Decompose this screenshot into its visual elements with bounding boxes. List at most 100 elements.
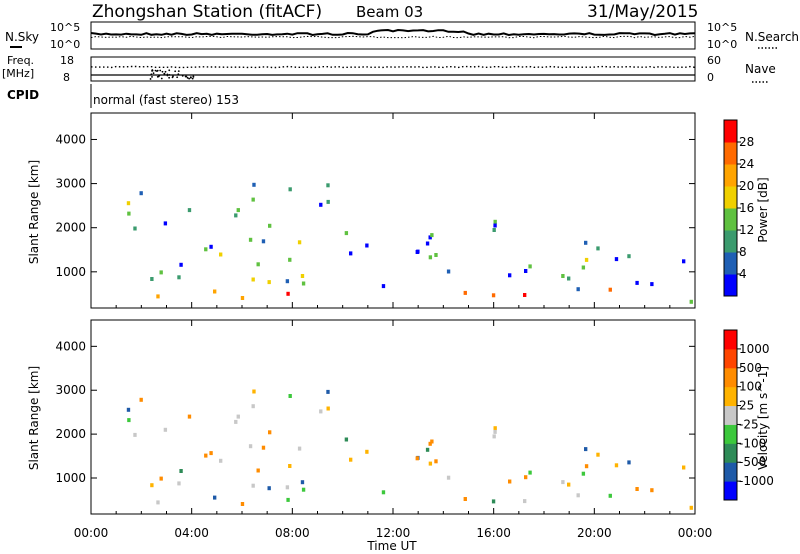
colorbar-swatch — [724, 481, 737, 501]
power-cell — [251, 197, 255, 202]
power-cell — [365, 243, 369, 248]
nave-drop-point — [176, 76, 179, 79]
velocity-panel-frame — [90, 319, 696, 515]
velocity-cell — [326, 406, 330, 411]
colorbar-swatch — [724, 405, 737, 425]
power-cell — [300, 274, 305, 278]
time-tick-label: 00:00 — [678, 526, 713, 540]
power-cell — [326, 199, 330, 204]
nave-drop-point — [168, 69, 171, 72]
colorbar-swatch — [724, 142, 737, 165]
range-tick-label: 3000 — [55, 383, 86, 397]
velocity-cell — [344, 437, 349, 442]
time-tick-label: 08:00 — [275, 526, 310, 540]
power-cell — [219, 252, 223, 257]
power-cell — [252, 182, 256, 187]
velocity-cell — [682, 465, 686, 470]
velocity-cell — [381, 490, 386, 495]
range-tick-label: 3000 — [55, 177, 86, 191]
power-cell — [126, 201, 131, 206]
power-cell — [627, 254, 631, 259]
nsearch-trace — [90, 35, 696, 39]
velocity-cell — [286, 497, 290, 502]
nave-drop-point — [168, 76, 171, 79]
nave-drop-point — [186, 76, 189, 79]
nave-drop-point — [188, 77, 191, 80]
nsky-label: N.Sky — [5, 30, 39, 44]
freq-tick-bottom: 8 — [63, 71, 70, 84]
velocity-cell — [576, 493, 580, 498]
power-cell — [159, 270, 163, 275]
velocity-cell — [425, 447, 430, 452]
colorbar-swatch — [724, 252, 737, 275]
power-cell — [650, 282, 654, 287]
colorbar-tick-label: 12 — [739, 223, 754, 237]
velocity-cell — [236, 414, 240, 419]
power-cell — [567, 276, 571, 281]
velocity-cell — [689, 505, 693, 510]
velocity-colorbar: 1000 500 100 25 -25 -100 -500 -1000 — [723, 329, 774, 501]
velocity-cell — [567, 482, 571, 487]
power-cell — [635, 280, 639, 285]
power-colorbar: 4 8 12 16 20 24 28 — [723, 119, 754, 297]
nave-drop-point — [156, 69, 159, 72]
power-cell — [179, 262, 183, 267]
velocity-cell — [127, 418, 131, 423]
colorbar-frame — [723, 329, 738, 501]
freq-label-line1: Freq. — [7, 54, 34, 67]
power-ylabel: Slant Range [km] — [27, 160, 41, 264]
power-cell — [204, 247, 208, 252]
colorbar-tick-label: 1000 — [739, 342, 770, 356]
power-cell — [234, 213, 238, 218]
nave-drop-point — [189, 76, 192, 79]
nave-drop-point — [158, 74, 161, 77]
colorbar-tick-label: 8 — [739, 245, 747, 259]
colorbar-swatch — [724, 230, 737, 253]
power-cell — [209, 244, 213, 249]
beam-label: Beam 03 — [356, 3, 423, 21]
velocity-cell — [139, 397, 143, 402]
power-cell — [682, 259, 686, 264]
colorbar-swatch — [724, 330, 737, 350]
power-cell — [240, 296, 245, 300]
colorbar-swatch — [724, 164, 737, 187]
velocity-cell — [179, 469, 183, 473]
nave-drop-point — [177, 70, 180, 73]
power-cell — [248, 237, 253, 242]
freq-tick-top: 18 — [60, 54, 74, 67]
velocity-cell — [187, 414, 192, 419]
velocity-cell — [133, 432, 137, 437]
power-cell — [493, 223, 497, 228]
power-cell — [428, 255, 433, 260]
nsky-tick-top: 10^5 — [50, 21, 80, 34]
power-cell — [163, 221, 168, 226]
power-cell — [508, 273, 512, 278]
range-tick-label: 4000 — [55, 339, 86, 353]
nave-drop-point — [185, 75, 188, 78]
colorbar-tick-label: 28 — [739, 135, 754, 149]
velocity-cell — [493, 429, 497, 434]
velocity-cell — [508, 479, 512, 484]
colorbar-tick-label: 4 — [739, 267, 747, 281]
velocity-cell — [524, 475, 528, 480]
power-cell — [288, 257, 292, 262]
colorbar-swatch — [724, 386, 737, 407]
colorbar-tick-label: 25 — [739, 399, 754, 413]
colorbar-tick-label: 100 — [739, 380, 762, 394]
velocity-cell — [319, 409, 323, 414]
nsearch-tick-top: 10^5 — [707, 21, 737, 34]
power-cell — [139, 191, 143, 196]
velocity-cell — [635, 487, 639, 491]
power-cell — [581, 265, 586, 270]
velocity-cell — [261, 445, 266, 450]
nave-drop-point — [166, 73, 169, 76]
nave-drop-point — [152, 72, 155, 75]
velocity-cell — [581, 471, 586, 476]
power-cell — [425, 241, 430, 246]
velocity-cell — [297, 446, 302, 451]
power-cell — [492, 228, 496, 232]
velocity-cell — [163, 427, 168, 432]
velocity-cell — [159, 476, 163, 481]
velocity-cell — [491, 499, 496, 504]
power-cell — [463, 290, 467, 295]
